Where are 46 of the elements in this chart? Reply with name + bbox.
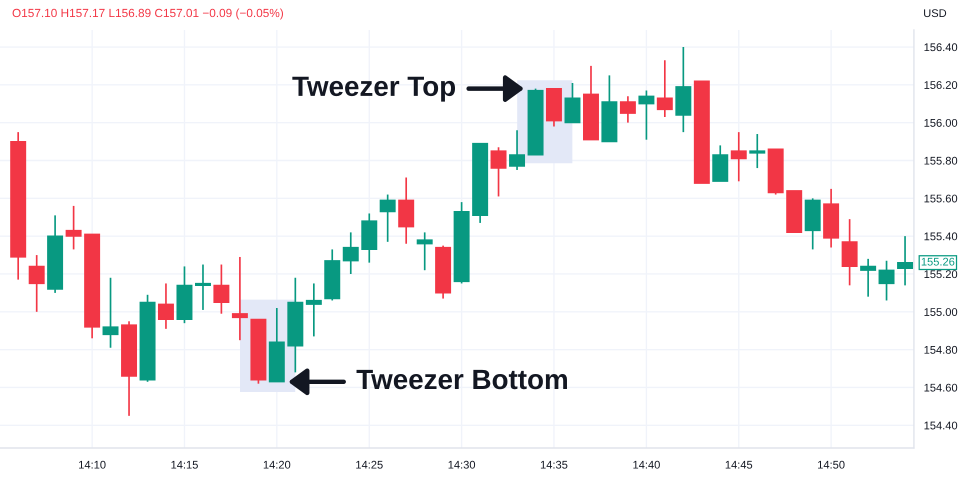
x-tick-label: 14:15 bbox=[171, 460, 198, 469]
chart-title: O157.10 H157.17 L156.89 C157.01 −0.09 (−0.05%) bbox=[12, 8, 284, 20]
y-tick-label: 156.40 bbox=[924, 43, 958, 52]
y-tick-label: 154.40 bbox=[924, 422, 958, 430]
candlestick bbox=[158, 282, 174, 330]
y-tick-label: 156.00 bbox=[924, 118, 958, 127]
x-tick-label: 14:45 bbox=[726, 460, 752, 469]
candlestick bbox=[213, 264, 230, 315]
y-axis-title: USD bbox=[924, 9, 946, 18]
annotation: Tweezer Top bbox=[292, 76, 456, 102]
candlestick bbox=[509, 129, 526, 171]
annotation: Tweezer Bottom bbox=[356, 370, 567, 390]
x-tick-label: 14:35 bbox=[540, 460, 568, 469]
y-tick-label: 155.80 bbox=[924, 156, 958, 165]
candlestick bbox=[490, 146, 507, 198]
x-tick-label: 14:50 bbox=[818, 460, 845, 469]
y-tick-label: 154.80 bbox=[924, 346, 958, 354]
x-tick-label: 14:20 bbox=[264, 460, 290, 469]
x-tick-label: 14:30 bbox=[448, 460, 476, 469]
candlestick bbox=[416, 232, 433, 272]
y-tick-label: 155.60 bbox=[924, 194, 958, 202]
x-tick-label: 14:25 bbox=[356, 460, 383, 469]
candlestick bbox=[342, 232, 359, 275]
y-tick-label: 154.60 bbox=[924, 384, 958, 392]
candlestick bbox=[194, 264, 211, 311]
annotation: 155.26 bbox=[922, 258, 954, 266]
candlestick bbox=[656, 59, 673, 118]
candlestick bbox=[749, 133, 766, 169]
y-tick-label: 155.20 bbox=[924, 270, 958, 278]
y-tick-label: 155.40 bbox=[924, 232, 958, 240]
candlestick bbox=[620, 95, 636, 124]
y-tick-label: 156.20 bbox=[924, 81, 958, 89]
x-tick-label: 14:40 bbox=[633, 460, 660, 469]
candlestick bbox=[638, 90, 654, 141]
candlestick bbox=[28, 254, 45, 313]
candlestick bbox=[730, 131, 747, 182]
candlestick bbox=[306, 282, 322, 338]
candlestick bbox=[232, 256, 248, 342]
candlestick bbox=[897, 235, 914, 286]
candlestick bbox=[860, 258, 876, 298]
y-tick-label: 155.00 bbox=[924, 308, 958, 316]
candlestick bbox=[66, 205, 82, 250]
x-tick-label: 14:10 bbox=[79, 460, 106, 469]
candlestick bbox=[380, 194, 396, 243]
candlestick bbox=[878, 260, 895, 302]
candlestick bbox=[102, 276, 119, 349]
